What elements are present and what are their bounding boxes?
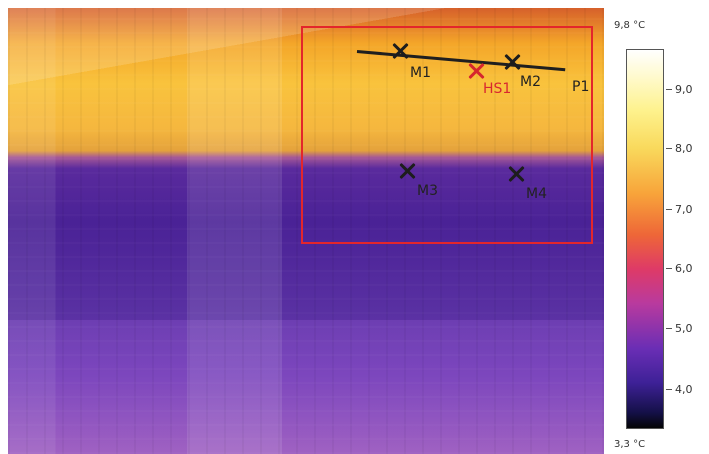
colorbar-tick-label-7: 7,0: [675, 203, 693, 216]
colorbar-tick-label-8: 8,0: [675, 142, 693, 155]
scale-max-label: 9,8 °C: [614, 20, 646, 31]
measurement-marker-m4: [507, 165, 525, 183]
hotspot-marker-hs1: [467, 62, 485, 80]
colorbar-tick-8: [666, 148, 672, 149]
colorbar-tick-9: [666, 89, 672, 90]
colorbar-tick-6: [666, 268, 672, 269]
colorbar-tick-label-6: 6,0: [675, 262, 693, 275]
scale-min-label: 3,3 °C: [614, 439, 646, 450]
measurement-marker-m2: [503, 53, 521, 71]
measurement-marker-m1: [391, 42, 409, 60]
colorbar-tick-label-5: 5,0: [675, 322, 693, 335]
label-m1: M1: [410, 65, 431, 81]
colorbar-tick-label-9: 9,0: [675, 83, 693, 96]
thermal-image: [8, 8, 604, 454]
colorbar-tick-7: [666, 209, 672, 210]
measurement-marker-m3: [398, 162, 416, 180]
temperature-colorbar: [626, 49, 664, 429]
colorbar-tick-label-4: 4,0: [675, 383, 693, 396]
label-p1: P1: [572, 79, 590, 95]
label-m2: M2: [520, 74, 541, 90]
region-of-interest-box: [301, 26, 593, 244]
label-m3: M3: [417, 183, 438, 199]
label-m4: M4: [526, 186, 547, 202]
colorbar-tick-4: [666, 389, 672, 390]
label-hs1: HS1: [483, 81, 512, 97]
colorbar-tick-5: [666, 328, 672, 329]
